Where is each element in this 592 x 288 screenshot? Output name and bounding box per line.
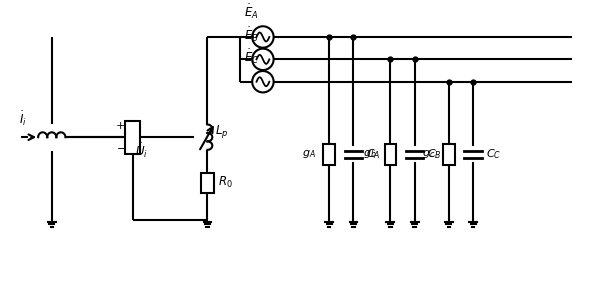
- Bar: [201, 173, 214, 193]
- Text: $g_c$: $g_c$: [422, 148, 435, 160]
- Text: $\dot{E}_C$: $\dot{E}_C$: [243, 48, 259, 66]
- Text: $C_B$: $C_B$: [427, 147, 442, 161]
- Bar: [385, 143, 396, 165]
- Text: $\dot{I}_i$: $\dot{I}_i$: [19, 110, 27, 128]
- Text: $\dot{E}_A$: $\dot{E}_A$: [244, 3, 259, 21]
- Text: $g_b$: $g_b$: [363, 148, 377, 160]
- Text: $-$: $-$: [116, 142, 126, 152]
- Bar: [323, 143, 335, 165]
- Text: $g_A$: $g_A$: [302, 148, 316, 160]
- Bar: [443, 143, 455, 165]
- Text: $C_C$: $C_C$: [485, 147, 501, 161]
- Text: $R_0$: $R_0$: [218, 175, 233, 190]
- Text: $C_A$: $C_A$: [366, 147, 381, 161]
- Text: $\dot{E}_B$: $\dot{E}_B$: [244, 25, 259, 44]
- Text: $L_p$: $L_p$: [215, 123, 229, 140]
- Text: $\dot{U}_i$: $\dot{U}_i$: [136, 141, 149, 160]
- Bar: [125, 121, 140, 154]
- Text: +: +: [116, 122, 126, 132]
